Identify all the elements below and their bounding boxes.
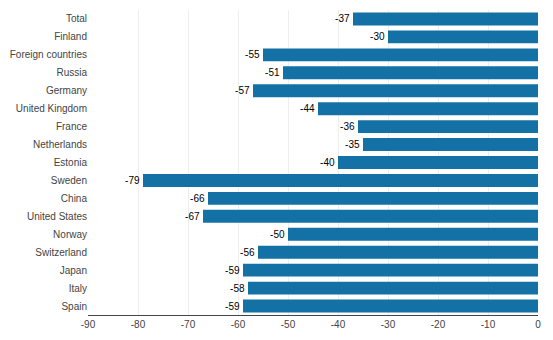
- svg-text:-90: -90: [81, 319, 96, 330]
- svg-text:-79: -79: [125, 175, 140, 186]
- svg-text:-59: -59: [225, 301, 240, 312]
- svg-text:Italy: Italy: [69, 283, 87, 294]
- svg-text:Sweden: Sweden: [51, 175, 87, 186]
- svg-text:-40: -40: [331, 319, 346, 330]
- svg-text:-40: -40: [320, 157, 335, 168]
- svg-text:-30: -30: [370, 31, 385, 42]
- svg-text:Total: Total: [66, 13, 87, 24]
- svg-text:-10: -10: [481, 319, 496, 330]
- svg-text:-60: -60: [231, 319, 246, 330]
- svg-text:-80: -80: [131, 319, 146, 330]
- svg-text:Japan: Japan: [60, 265, 87, 276]
- svg-text:-44: -44: [300, 103, 315, 114]
- svg-text:-37: -37: [335, 13, 350, 24]
- svg-text:Russia: Russia: [56, 67, 87, 78]
- svg-text:United States: United States: [27, 211, 87, 222]
- svg-text:0: 0: [535, 319, 541, 330]
- svg-text:-50: -50: [270, 229, 285, 240]
- svg-text:-30: -30: [381, 319, 396, 330]
- svg-text:Finland: Finland: [54, 31, 87, 42]
- svg-text:-20: -20: [431, 319, 446, 330]
- svg-text:-70: -70: [181, 319, 196, 330]
- svg-text:Netherlands: Netherlands: [33, 139, 87, 150]
- svg-text:Estonia: Estonia: [54, 157, 88, 168]
- svg-text:-57: -57: [235, 85, 250, 96]
- svg-text:-67: -67: [185, 211, 200, 222]
- svg-text:Spain: Spain: [61, 301, 87, 312]
- svg-text:Switzerland: Switzerland: [35, 247, 87, 258]
- svg-text:-35: -35: [345, 139, 360, 150]
- svg-text:-51: -51: [265, 67, 280, 78]
- svg-text:-59: -59: [225, 265, 240, 276]
- svg-text:-66: -66: [190, 193, 205, 204]
- svg-text:-36: -36: [340, 121, 355, 132]
- svg-text:China: China: [61, 193, 88, 204]
- svg-text:Foreign countries: Foreign countries: [10, 49, 87, 60]
- svg-text:Norway: Norway: [53, 229, 87, 240]
- svg-text:France: France: [56, 121, 88, 132]
- svg-text:-50: -50: [281, 319, 296, 330]
- svg-text:-58: -58: [230, 283, 245, 294]
- svg-text:-56: -56: [240, 247, 255, 258]
- svg-text:-55: -55: [245, 49, 260, 60]
- svg-text:United Kingdom: United Kingdom: [16, 103, 87, 114]
- svg-text:Germany: Germany: [46, 85, 87, 96]
